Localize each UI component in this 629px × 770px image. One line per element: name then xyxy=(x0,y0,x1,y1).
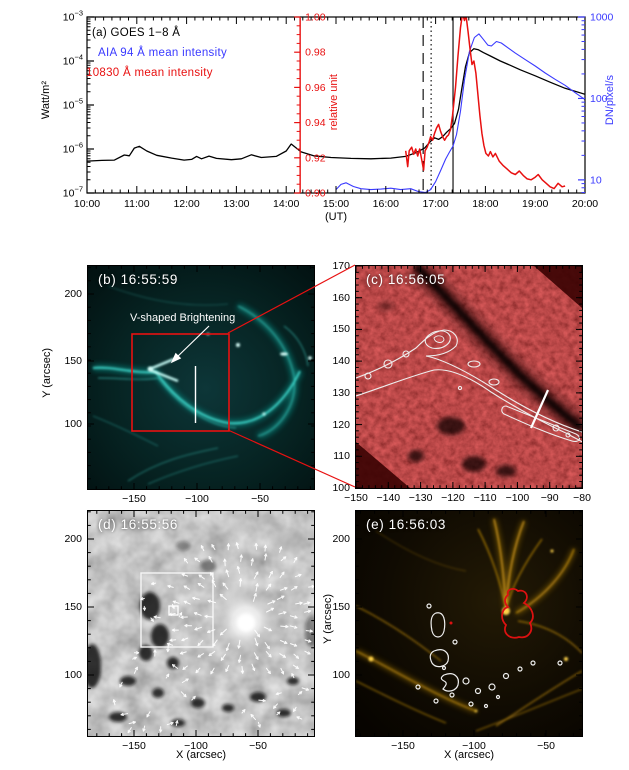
chromosphere-red-image xyxy=(356,266,582,488)
tick-label: 150 xyxy=(64,601,82,613)
tick-label: 170 xyxy=(332,260,350,272)
panel-c-10830-image: (c) 16:56:05 −150 −140 −130 −120 −110 −100 −90… xyxy=(332,260,590,504)
tick-label: 200 xyxy=(64,533,82,545)
svg-text:10−6: 10−6 xyxy=(63,141,83,156)
legend-10830: 10830 Å mean intensity xyxy=(86,67,213,79)
svg-text:20:00: 20:00 xyxy=(572,198,598,210)
negative-polarity-patches xyxy=(88,541,314,727)
svg-text:100: 100 xyxy=(590,93,608,105)
tick-label: 100 xyxy=(332,669,350,681)
goes-lightcurve-chart: 10:00 11:00 12:00 13:00 14:00 15:00 16:00 17:00… xyxy=(63,9,614,211)
svg-text:0.92: 0.92 xyxy=(305,152,326,164)
panel-e-xlabel: X (arcsec) xyxy=(443,749,495,761)
tick-label: 100 xyxy=(64,669,82,681)
panel-d-xlabel: X (arcsec) xyxy=(175,749,227,761)
tick-label: 100 xyxy=(64,418,82,430)
tick-label: −150 xyxy=(122,493,146,505)
tick-label: −140 xyxy=(376,492,401,504)
svg-text:19:00: 19:00 xyxy=(522,198,548,210)
annotation-arrow xyxy=(170,325,210,364)
tick-label: −90 xyxy=(540,492,559,504)
tick-label: 160 xyxy=(332,291,350,304)
svg-text:0.98: 0.98 xyxy=(305,47,326,59)
svg-text:12:00: 12:00 xyxy=(173,198,199,210)
panel-e-title: (e) 16:56:03 xyxy=(366,517,446,532)
svg-text:10−5: 10−5 xyxy=(63,97,83,112)
tick-label: −120 xyxy=(441,492,465,504)
tick-label: −50 xyxy=(251,493,269,505)
tick-label: 100 xyxy=(332,482,350,494)
svg-text:14:00: 14:00 xyxy=(273,198,299,210)
tick-label: 200 xyxy=(332,533,350,545)
panel-b-aia94-image: (b) 16:55:59 V-shaped Brightening −150 −1… xyxy=(41,265,315,505)
tick-label: −150 xyxy=(344,492,368,504)
tick-label: −100 xyxy=(505,492,530,504)
zoom-region-red-box xyxy=(131,333,230,432)
svg-text:1000: 1000 xyxy=(590,12,614,24)
svg-text:10: 10 xyxy=(590,174,602,186)
svg-text:10:00: 10:00 xyxy=(74,198,100,210)
tick-label: 150 xyxy=(332,601,350,613)
svg-text:10−4: 10−4 xyxy=(63,53,83,68)
tick-label: 150 xyxy=(64,355,82,367)
legend-aia94: AIA 94 Å mean intensity xyxy=(98,47,227,59)
panel-b-title: (b) 16:55:59 xyxy=(98,272,178,287)
svg-text:10−3: 10−3 xyxy=(63,9,83,24)
svg-text:0.90: 0.90 xyxy=(305,188,326,200)
solar-corona-cyan-image xyxy=(88,266,314,489)
v-shaped-brightening-feature xyxy=(149,357,179,383)
svg-text:11:00: 11:00 xyxy=(124,198,150,210)
tick-label: 150 xyxy=(332,323,350,336)
magnetogram-image xyxy=(88,511,314,736)
svg-text:16:00: 16:00 xyxy=(373,198,399,210)
svg-text:0.94: 0.94 xyxy=(305,117,326,129)
white-region-box xyxy=(140,572,214,648)
red-brightening-contour xyxy=(501,588,534,639)
tick-label: −80 xyxy=(573,492,591,504)
y-axis-label-relative-unit: relative unit xyxy=(328,74,340,131)
tick-label: −100 xyxy=(185,493,209,505)
x-axis-label-ut: (UT) xyxy=(325,211,347,223)
tick-label: −110 xyxy=(473,492,497,504)
tick-label: 120 xyxy=(332,418,350,431)
panel-d-ylabel: Y (arcsec) xyxy=(322,594,334,644)
panel-c-title: (c) 16:56:05 xyxy=(366,272,446,287)
v-shaped-brightening-label: V-shaped Brightening xyxy=(130,312,236,324)
svg-text:18:00: 18:00 xyxy=(472,198,498,210)
panel-a-label: (a) GOES 1−8 Å xyxy=(92,27,181,39)
slit-line xyxy=(529,389,550,429)
y-axis-label-watt: Watt/m² xyxy=(40,81,52,120)
panel-a-lightcurves: 10:00 11:00 12:00 13:00 14:00 15:00 16:00 17:00… xyxy=(0,0,629,250)
tick-label: 110 xyxy=(333,450,350,463)
solar-corona-gold-image xyxy=(356,511,582,736)
brightening-contours xyxy=(356,329,582,443)
svg-text:15:00: 15:00 xyxy=(323,198,349,210)
tick-label: 200 xyxy=(64,288,82,300)
y-axis-label-dn: DN/pixel/s xyxy=(604,75,616,126)
svg-text:0.96: 0.96 xyxy=(305,82,326,94)
panel-d-magnetogram: (d) 16:55:56 −150 −100 −50 200 150 100 Y (ar… xyxy=(64,510,334,761)
tick-label: 140 xyxy=(332,355,350,368)
svg-text:17:00: 17:00 xyxy=(422,198,448,210)
panel-e-aia-gold-image: (e) 16:56:03 −150 −100 −50 200 150 100 X (ar… xyxy=(332,510,583,761)
svg-text:13:00: 13:00 xyxy=(223,198,249,210)
tick-label: 130 xyxy=(332,386,350,399)
panel-d-title: (d) 16:55:56 xyxy=(98,517,178,532)
panel-b-ylabel: Y (arcsec) xyxy=(41,348,53,398)
magnetic-feature-contours xyxy=(415,603,563,709)
svg-text:1.00: 1.00 xyxy=(305,12,326,24)
tick-label: −130 xyxy=(408,492,433,504)
flow-vector-arrows xyxy=(112,542,314,734)
